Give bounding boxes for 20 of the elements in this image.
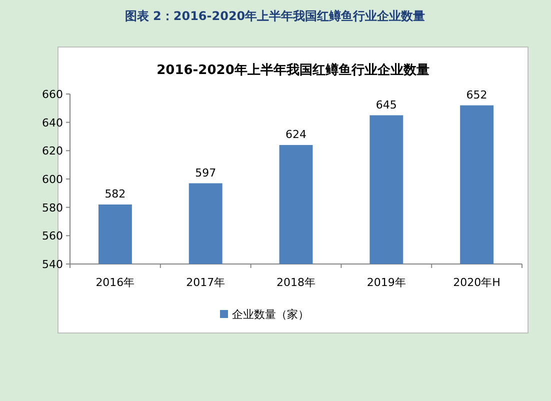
x-tick-label: 2017年 [186,276,226,289]
y-tick-label: 600 [42,173,63,186]
data-label: 645 [376,98,397,112]
y-tick-label: 660 [42,88,63,101]
y-tick-label: 560 [42,230,63,243]
x-tick-label: 2020年H [453,276,500,289]
y-tick-label: 580 [42,201,63,214]
chart-title: 2016-2020年上半年我国红鳟鱼行业企业数量 [156,62,430,78]
data-label: 597 [195,166,216,180]
x-tick-label: 2018年 [276,276,316,289]
data-label: 652 [466,88,488,102]
data-label: 582 [104,188,126,200]
data-label: 624 [286,128,306,141]
text: 图表 2：2016-2020年上半年我国红鳟鱼行业企业数量 [124,9,426,23]
x-tick-label: 2016年 [96,276,135,289]
x-tick-label: 2019年 [366,276,406,289]
legend-label: 企业数量（家） [232,308,309,321]
y-tick-label: 540 [42,258,63,271]
y-tick-label: 620 [42,144,63,158]
y-tick-label: 640 [42,116,63,130]
